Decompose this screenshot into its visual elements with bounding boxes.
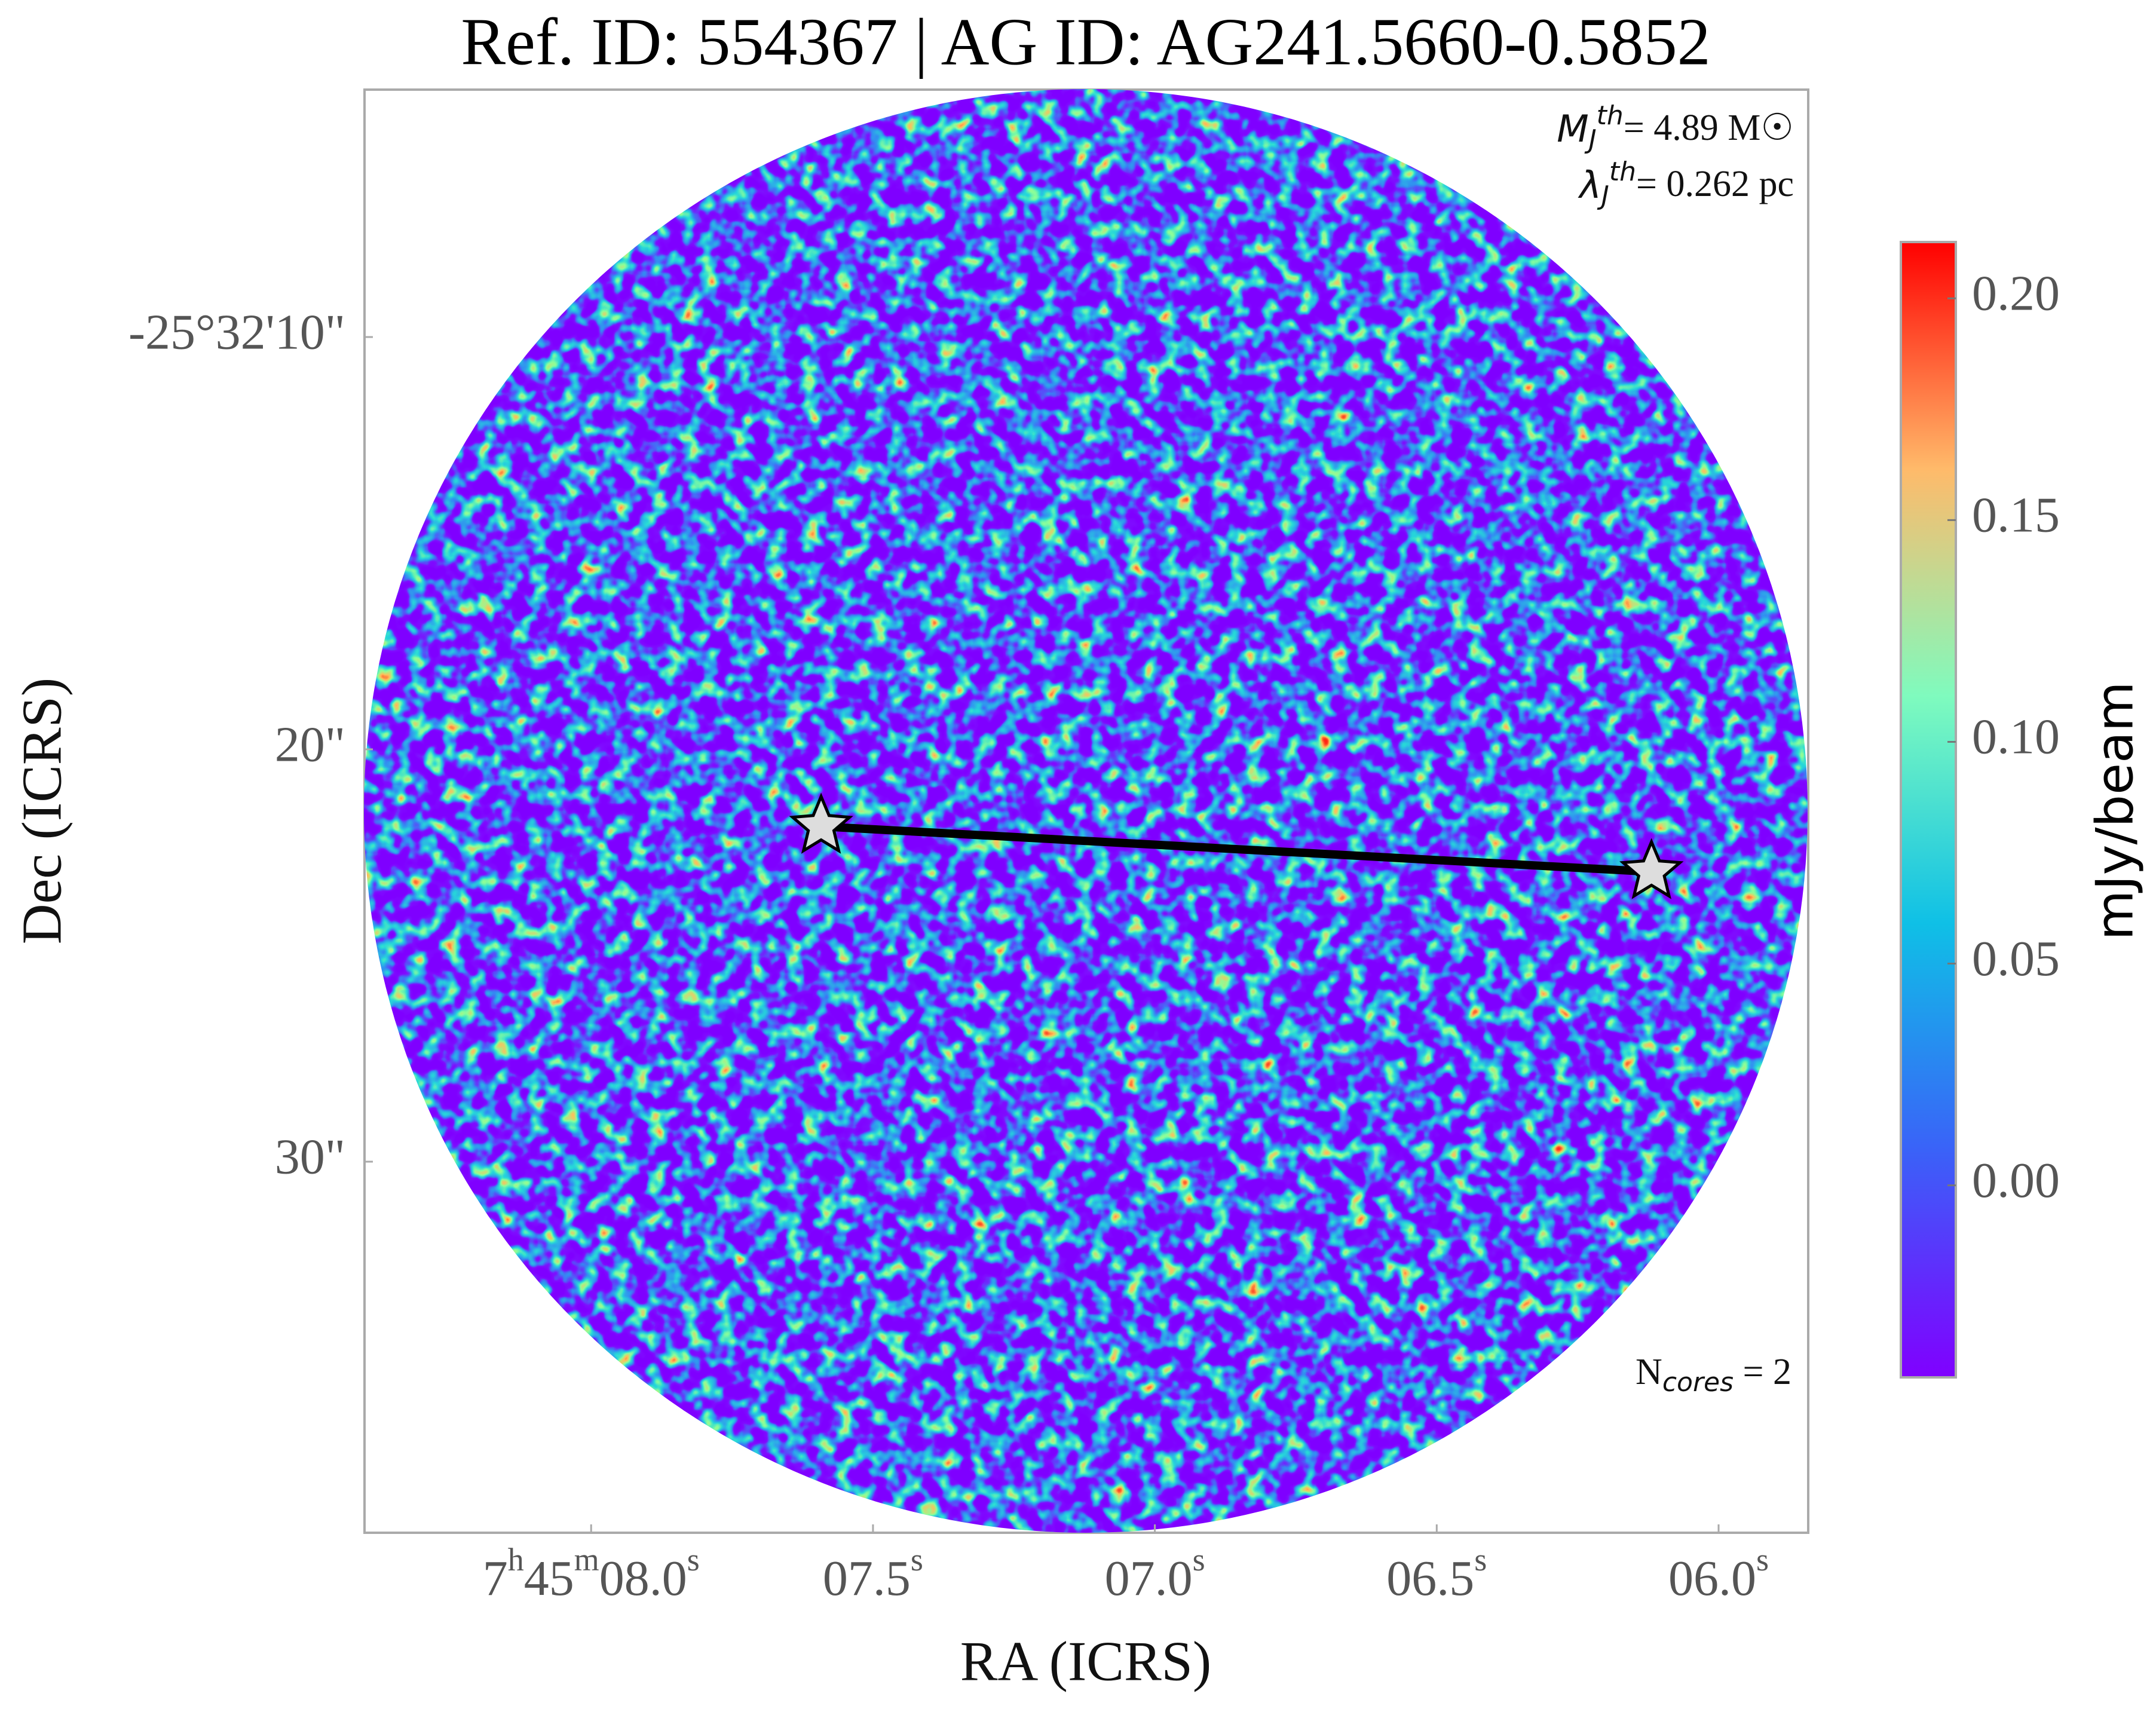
subscript: cores [1662,1367,1734,1398]
y-tick-label: 30" [275,1129,345,1184]
core [789,792,853,854]
x-tick-label: 06.0s [1668,1542,1769,1606]
x-tick-label: 07.0s [1105,1542,1205,1606]
core-link [817,822,1656,876]
y-tick-label: -25°32'10" [128,304,345,360]
symbol: N [1636,1352,1662,1392]
x-tick-label: 06.5s [1386,1542,1487,1606]
superscript: th [1609,157,1636,187]
colorbar-tick-label: 0.15 [1972,488,2060,543]
colorbar-tick-label: 0.00 [1972,1153,2060,1208]
x-tick-label: 7h45m08.0s [483,1542,700,1606]
chart-title: Ref. ID: 554367 | AG ID: AG241.5660-0.58… [461,5,1710,79]
colorbar-label: mJy/beam [2085,682,2145,941]
colorbar-tick-label: 0.20 [1972,266,2060,321]
x-tick-label: 07.5s [823,1542,923,1606]
core-count: Ncores = 2 [1636,1352,1791,1398]
intensity-map [364,89,1808,1533]
colorbar-tick-label: 0.05 [1972,931,2060,987]
colorbar [1900,241,1957,1379]
colorbar-tick-label: 0.10 [1972,709,2060,765]
symbol: M [1557,107,1589,151]
jeans-length: λJth= 0.262 pc [1578,157,1794,211]
jeans-mass: MJth= 4.89 M☉ [1557,100,1794,155]
y-tick-label: 20" [275,716,345,772]
x-axis-label: RA (ICRS) [960,1631,1211,1693]
value: = 2 [1734,1352,1791,1392]
superscript: th [1597,100,1624,131]
value: = 4.89 M☉ [1624,108,1794,148]
value: = 0.262 pc [1636,164,1794,204]
core [1619,838,1684,899]
symbol: λ [1578,163,1601,207]
y-axis-label: Dec (ICRS) [11,678,74,944]
